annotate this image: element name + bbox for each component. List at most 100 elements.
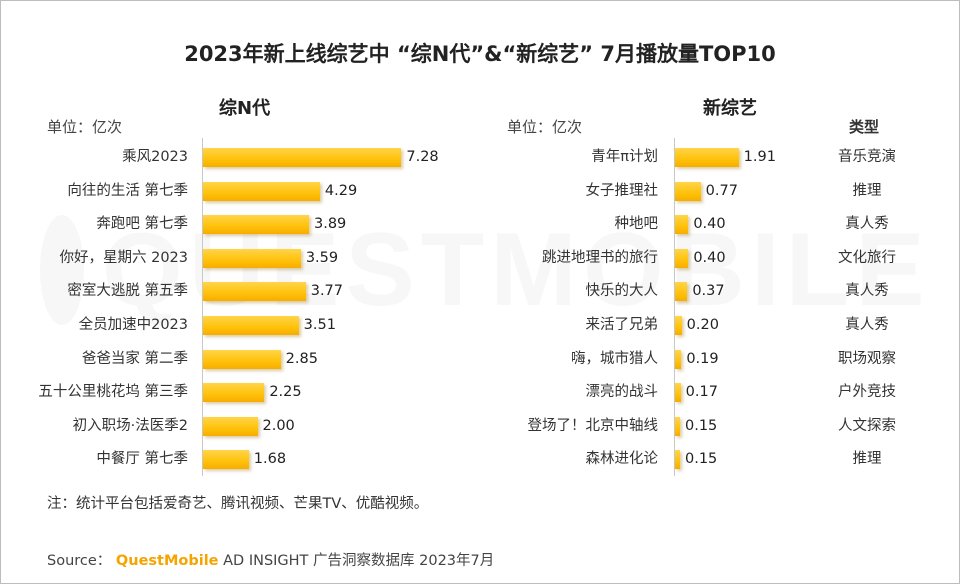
left-bar	[203, 248, 301, 268]
right-bar	[675, 450, 680, 470]
right-type-label: 推理	[852, 182, 882, 199]
right-bar	[675, 349, 682, 369]
left-row: 你好，星期六 2023 3.59	[0, 241, 480, 275]
left-bar	[203, 282, 306, 302]
left-bar	[203, 349, 281, 369]
right-category-label: 漂亮的战斗	[585, 384, 659, 401]
right-bar	[675, 316, 682, 335]
right-value-label: 0.77	[705, 182, 738, 199]
right-bar	[675, 248, 689, 268]
right-panel-title: 新综艺	[703, 98, 757, 119]
left-value-label: 2.00	[262, 417, 295, 434]
right-type-label: 真人秀	[845, 317, 889, 333]
right-bar	[675, 282, 688, 302]
right-row: 登场了！北京中轴线 0.15 人文探索	[0, 409, 960, 443]
right-value-label: 0.40	[693, 216, 726, 233]
left-bar	[203, 383, 265, 403]
right-category-label: 青年π计划	[591, 149, 658, 165]
left-category-label: 奔跑吧 第七季	[96, 216, 188, 233]
source-prefix: Source：	[47, 553, 112, 569]
right-category-label: 嗨，城市猎人	[571, 350, 658, 367]
right-bar	[675, 181, 701, 201]
left-category-label: 乘风2023	[122, 149, 188, 165]
right-row: 来活了兄弟 0.20 真人秀	[0, 308, 960, 342]
right-row: 漂亮的战斗 0.17 户外竞技	[0, 375, 960, 409]
right-row: 嗨，城市猎人 0.19 职场观察	[0, 342, 960, 376]
left-row: 爸爸当家 第二季 2.85	[0, 342, 480, 376]
right-category-label: 森林进化论	[585, 451, 659, 468]
right-type-label: 真人秀	[845, 283, 889, 300]
left-row: 向往的生活 第七季 4.29	[0, 174, 480, 208]
right-value-label: 0.40	[693, 249, 726, 266]
left-bar	[203, 316, 299, 335]
right-type-label: 户外竞技	[838, 384, 896, 401]
type-column-header: 类型	[849, 118, 880, 136]
right-value-label: 0.15	[685, 451, 718, 468]
left-bar	[203, 416, 258, 436]
right-axis-line	[674, 138, 675, 476]
left-value-label: 1.68	[253, 451, 287, 468]
right-type-label: 真人秀	[845, 216, 889, 233]
right-value-label: 0.19	[686, 350, 719, 367]
right-row: 森林进化论 0.15 推理	[0, 442, 960, 476]
left-value-label: 2.85	[285, 350, 318, 367]
footnote: 注：统计平台包括爱奇艺、腾讯视频、芒果TV、优酷视频。	[47, 496, 429, 512]
source-brand: QuestMobile	[115, 553, 219, 569]
left-bar	[203, 215, 309, 235]
right-row: 女子推理社 0.77 推理	[0, 174, 960, 208]
right-value-label: 0.37	[692, 283, 725, 300]
left-value-label: 7.28	[406, 149, 439, 165]
left-bar	[203, 450, 249, 470]
right-type-label: 文化旅行	[838, 249, 896, 266]
left-value-label: 3.59	[305, 249, 339, 266]
left-bar	[203, 148, 402, 167]
right-category-label: 快乐的大人	[585, 283, 659, 300]
right-type-label: 职场观察	[838, 350, 896, 367]
left-row: 奔跑吧 第七季 3.89	[0, 207, 480, 241]
left-category-label: 全员加速中2023	[78, 317, 188, 333]
source-rest: AD INSIGHT 广告洞察数据库 2023年7月	[223, 553, 495, 569]
left-value-label: 2.25	[269, 384, 302, 401]
left-category-label: 爸爸当家 第二季	[81, 350, 188, 367]
left-category-label: 你好，星期六 2023	[59, 249, 188, 266]
left-axis-line	[202, 138, 203, 476]
right-row: 跳进地理书的旅行 0.40 文化旅行	[0, 241, 960, 275]
left-row: 密室大逃脱 第五季 3.77	[0, 274, 480, 308]
left-unit-label: 单位：亿次	[47, 118, 123, 136]
right-value-label: 1.91	[743, 149, 776, 165]
left-value-label: 3.89	[314, 216, 347, 233]
right-category-label: 登场了！北京中轴线	[527, 417, 659, 434]
right-bar	[675, 383, 681, 403]
chart-title: 2023年新上线综艺中 “综N代”&“新综艺” 7月播放量TOP10	[184, 42, 776, 66]
left-category-label: 中餐厅 第七季	[96, 451, 188, 468]
left-value-label: 4.29	[324, 182, 358, 199]
right-row: 快乐的大人 0.37 真人秀	[0, 274, 960, 308]
right-bar	[675, 148, 739, 167]
left-row: 中餐厅 第七季 1.68	[0, 442, 480, 476]
right-value-label: 0.17	[685, 384, 718, 401]
left-value-label: 3.77	[310, 283, 344, 300]
right-category-label: 跳进地理书的旅行	[542, 249, 658, 266]
right-category-label: 女子推理社	[585, 182, 659, 199]
left-value-label: 3.51	[303, 317, 336, 333]
right-type-label: 人文探索	[838, 417, 896, 434]
right-row: 青年π计划 1.91 音乐竞演	[0, 140, 960, 174]
left-category-label: 五十公里桃花坞 第三季	[38, 384, 188, 401]
left-category-label: 密室大逃脱 第五季	[67, 283, 188, 300]
left-row: 五十公里桃花坞 第三季 2.25	[0, 375, 480, 409]
left-category-label: 向往的生活 第七季	[67, 182, 188, 199]
left-panel-title: 综N代	[219, 98, 271, 119]
source-line: Source： QuestMobile AD INSIGHT 广告洞察数据库 2…	[47, 549, 494, 570]
right-value-label: 0.15	[685, 417, 718, 434]
left-row: 乘风2023 7.28	[0, 140, 480, 174]
right-bar	[675, 215, 689, 235]
right-bar	[675, 416, 680, 436]
left-category-label: 初入职场·法医季2	[72, 417, 188, 434]
right-category-label: 种地吧	[614, 216, 659, 233]
right-unit-label: 单位：亿次	[507, 118, 583, 136]
left-row: 初入职场·法医季2 2.00	[0, 409, 480, 443]
right-type-label: 音乐竞演	[838, 149, 896, 165]
left-bar	[203, 181, 320, 201]
right-type-label: 推理	[852, 451, 882, 468]
left-row: 全员加速中2023 3.51	[0, 308, 480, 342]
